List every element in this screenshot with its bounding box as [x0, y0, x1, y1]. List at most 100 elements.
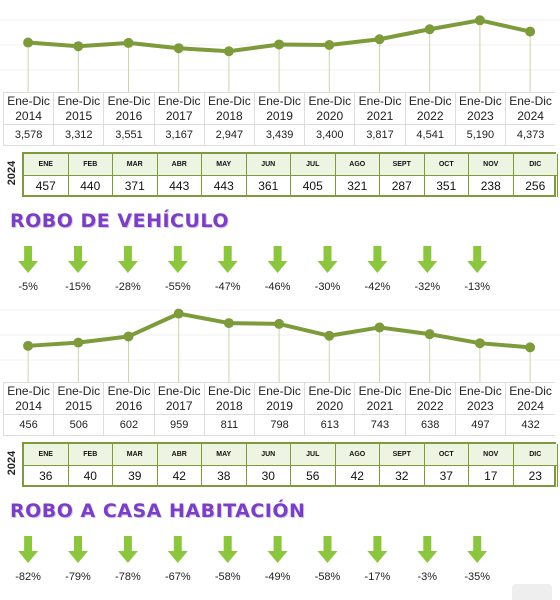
year-value: 811 [203, 414, 254, 436]
point [223, 318, 234, 329]
year-value: 5,190 [454, 124, 505, 146]
year-value: 3,312 [53, 124, 104, 146]
point [474, 338, 485, 349]
month-value: 36 [24, 465, 69, 487]
change-label: -13% [464, 281, 491, 293]
year-value: 613 [304, 414, 355, 436]
year-label: Ene-Dic 2017 [153, 382, 204, 414]
change-label: -46% [203, 0, 253, 3]
down-arrow [367, 246, 388, 273]
year-value: 497 [454, 414, 505, 436]
year-label: Ene-Dic 2019 [254, 92, 305, 124]
change-label: -4% [402, 0, 452, 3]
change-label: -28% [115, 281, 141, 293]
month-value: 361 [246, 175, 291, 197]
down-arrow [467, 246, 488, 273]
month-value: 443 [157, 175, 202, 197]
down-arrow [417, 246, 438, 273]
month-header: ABR [157, 444, 202, 465]
year-value: 638 [404, 414, 455, 436]
change-label: -17% [364, 571, 391, 583]
month-header: JUL [291, 154, 336, 175]
year-label: Ene-Dic 2020 [304, 382, 355, 414]
down-arrow [117, 536, 138, 563]
table-year: 2024 [6, 160, 18, 186]
year-label: Ene-Dic 2022 [404, 92, 455, 124]
month-value: 321 [335, 175, 380, 197]
point [23, 340, 34, 351]
down-arrow [267, 246, 288, 273]
change-label: -67% [164, 571, 191, 583]
month-value: 38 [202, 465, 247, 487]
down-arrow [317, 246, 338, 273]
point [123, 37, 134, 48]
change-label: -26% [303, 0, 353, 3]
month-header: FEB [68, 444, 113, 465]
point [424, 329, 435, 340]
year-label: Ene-Dic 2014 [3, 382, 54, 414]
year-label: Ene-Dic 2018 [203, 382, 254, 414]
year-value: 432 [505, 414, 556, 436]
month-value: 440 [68, 175, 113, 197]
month-header: MAY [202, 444, 247, 465]
year-label: Ene-Dic 2022 [404, 382, 455, 414]
month-header: SEPT [380, 154, 425, 175]
year-value: 798 [254, 414, 305, 436]
month-header: SEPT [380, 444, 425, 465]
year-value: 4,373 [505, 124, 556, 146]
point [474, 15, 485, 26]
change-label: -27% [253, 0, 303, 3]
month-header: ENE [24, 154, 69, 175]
month-header: DIC [513, 154, 558, 175]
year-label: Ene-Dic 2024 [505, 382, 556, 414]
month-value: 287 [380, 175, 425, 197]
month-value: 351 [424, 175, 469, 197]
change-label: -3% [417, 571, 438, 583]
month-header: NOV [469, 154, 514, 175]
year-value: 3,578 [3, 124, 54, 146]
month-value: 443 [202, 175, 247, 197]
year-label: Ene-Dic 2015 [53, 382, 104, 414]
month-value: 17 [469, 465, 514, 487]
year-value: 2,947 [203, 124, 254, 146]
corner-button [512, 584, 552, 600]
month-header: JUN [246, 154, 291, 175]
point [374, 34, 385, 45]
down-arrow [117, 246, 138, 273]
month-header: MAY [202, 154, 247, 175]
down-arrow [18, 246, 39, 273]
point [173, 43, 184, 54]
point [123, 331, 134, 342]
year-label: Ene-Dic 2017 [153, 92, 204, 124]
month-value: 40 [68, 465, 113, 487]
table-year: 2024 [6, 450, 18, 476]
year-label: Ene-Dic 2016 [103, 382, 154, 414]
change-label: -42% [364, 281, 391, 293]
down-arrow [367, 536, 388, 563]
point [525, 342, 536, 353]
down-arrow [467, 536, 488, 563]
year-label: Ene-Dic 2024 [505, 92, 556, 124]
down-arrow [18, 536, 39, 563]
month-header: MAR [113, 444, 158, 465]
change-label: -47% [214, 281, 241, 293]
year-value: 3,551 [103, 124, 154, 146]
point [73, 41, 84, 52]
year-value: 743 [354, 414, 405, 436]
section-title: ROBO A CASA HABITACIÓN [10, 500, 306, 522]
month-header: AGO [335, 444, 380, 465]
year-label: Ene-Dic 2014 [3, 92, 54, 124]
month-value: 23 [513, 465, 558, 487]
point [23, 37, 34, 48]
change-label: -55% [164, 281, 191, 293]
year-label: Ene-Dic 2016 [103, 92, 154, 124]
year-value: 602 [103, 414, 154, 436]
change-label: -82% [15, 571, 41, 583]
year-label: Ene-Dic 2021 [354, 92, 405, 124]
year-label: Ene-Dic 2020 [304, 92, 355, 124]
year-value: 506 [53, 414, 104, 436]
change-label: -58% [214, 571, 241, 583]
month-value: 42 [157, 465, 202, 487]
point [274, 39, 285, 50]
